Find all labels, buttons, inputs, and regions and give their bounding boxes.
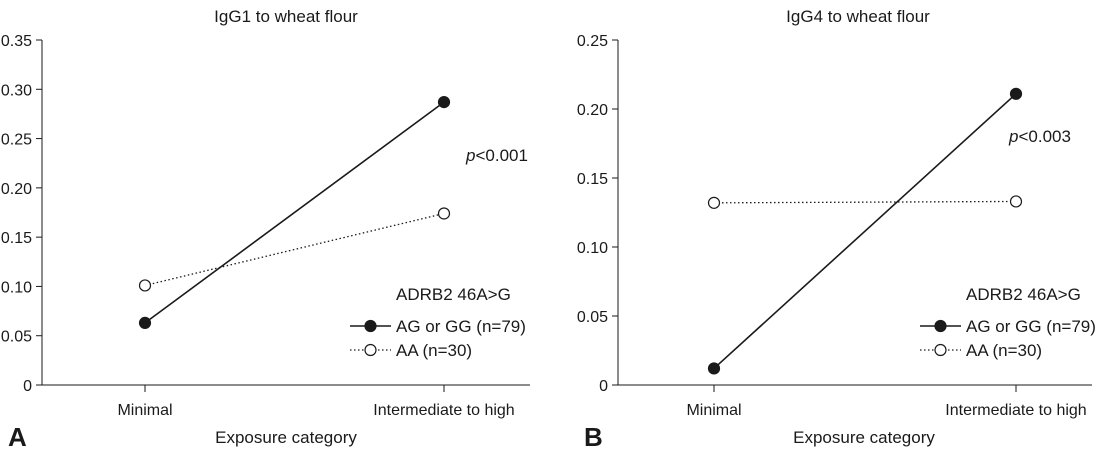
chart-title: IgG4 to wheat flour: [786, 7, 930, 26]
y-tick-label: 0: [599, 378, 608, 395]
data-point: [1009, 195, 1023, 208]
series-line-2: [713, 200, 1017, 204]
series-line-1: [144, 101, 445, 324]
legend-entry: AG or GG (n=79): [966, 317, 1096, 336]
panel-label: B: [584, 422, 603, 452]
series-line-2: [144, 212, 445, 287]
x-axis-label: Exposure category: [215, 428, 357, 447]
y-tick-label: 0.10: [577, 240, 608, 257]
legend-marker: [934, 343, 947, 357]
x-tick-label: Intermediate to high: [945, 402, 1086, 419]
y-tick-label: 0.15: [1, 230, 32, 247]
data-point: [707, 362, 721, 375]
y-tick-label: 0.15: [577, 171, 608, 188]
legend-entry: AA (n=30): [966, 341, 1042, 360]
y-tick-label: 0: [23, 378, 32, 395]
y-tick-label: 0.20: [1, 181, 32, 198]
data-point: [138, 316, 152, 329]
y-tick-label: 0.25: [1, 132, 32, 149]
x-tick-label: Minimal: [117, 402, 172, 419]
p-value-annotation: p<0.003: [1008, 127, 1071, 146]
y-tick-label: 0.30: [1, 82, 32, 99]
y-tick-label: 0.05: [577, 309, 608, 326]
p-value-annotation: p<0.001: [465, 146, 528, 165]
x-axis-label: Exposure category: [793, 428, 935, 447]
x-tick-label: Minimal: [686, 402, 741, 419]
chart-panel-a: IgG1 to wheat flour 0 0.05 0.10 0.15 0.20 0.25…: [1, 7, 530, 452]
legend-title: ADRB2 46A>G: [396, 285, 511, 304]
y-tick-label: 0.35: [1, 33, 32, 50]
panel-label: A: [8, 422, 27, 452]
data-point: [437, 95, 451, 109]
y-tick-label: 0.25: [577, 33, 608, 50]
data-point: [1009, 87, 1023, 100]
legend-marker: [364, 343, 377, 357]
chart-panel-b: IgG4 to wheat flour 0 0.05 0.10 0.15 0.20 0.25…: [577, 7, 1096, 452]
data-point: [138, 279, 152, 292]
series-line-1: [713, 93, 1017, 370]
chart-title: IgG1 to wheat flour: [214, 7, 358, 26]
data-point: [437, 207, 451, 220]
legend-entry: AG or GG (n=79): [396, 317, 526, 336]
legend-title: ADRB2 46A>G: [966, 285, 1081, 304]
legend-entry: AA (n=30): [396, 341, 472, 360]
data-point: [707, 196, 721, 209]
y-tick-label: 0.10: [1, 279, 32, 296]
legend-marker: [364, 319, 377, 333]
x-tick-label: Intermediate to high: [373, 402, 514, 419]
y-tick-label: 0.05: [1, 329, 32, 346]
legend-marker: [934, 319, 947, 333]
y-tick-label: 0.20: [577, 102, 608, 119]
